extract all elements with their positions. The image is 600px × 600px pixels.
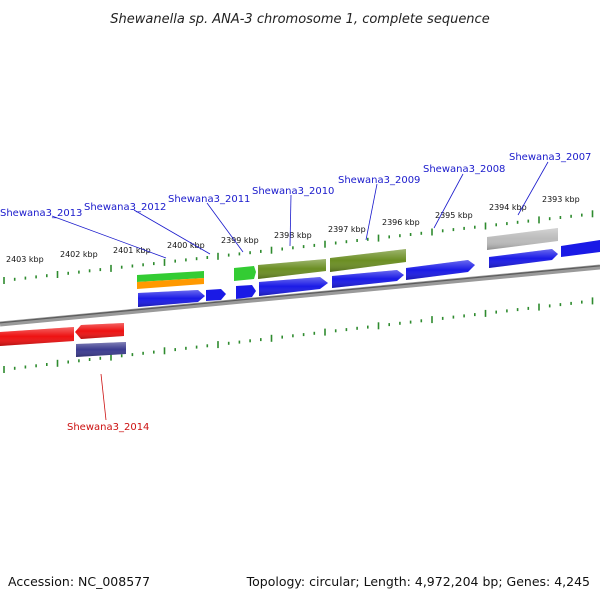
scale-label: 2395 kbp [435, 211, 473, 220]
cds-feature[interactable] [75, 323, 124, 339]
cds-feature[interactable] [236, 285, 256, 299]
gene-label[interactable]: Shewana3_2008 [423, 164, 505, 175]
gene-label[interactable]: Shewana3_2007 [509, 152, 591, 163]
backbone [0, 264, 600, 327]
scale-labels: 2403 kbp 2402 kbp 2401 kbp 2400 kbp 2399… [6, 195, 580, 264]
cds-feature[interactable] [487, 228, 558, 250]
gene-label[interactable]: Shewana3_2012 [84, 202, 166, 213]
map-title: Shewanella sp. ANA-3 chromosome 1, compl… [110, 12, 489, 27]
gene-label[interactable]: Shewana3_2013 [0, 208, 82, 219]
cds-feature[interactable] [206, 289, 226, 301]
summary-text: Topology: circular; Length: 4,972,204 bp… [246, 574, 590, 589]
scale-label: 2398 kbp [274, 231, 312, 240]
gene-labels: Shewana3_2013 Shewana3_2012 Shewana3_201… [0, 152, 591, 433]
scale-ticks-lower [3, 297, 594, 373]
cds-feature[interactable] [137, 278, 204, 289]
scale-label: 2394 kbp [489, 203, 527, 212]
scale-label: 2403 kbp [6, 255, 44, 264]
gene-label[interactable]: Shewana3_2014 [67, 422, 149, 433]
minus-strand-features [0, 323, 126, 357]
cds-feature[interactable] [406, 260, 475, 280]
scale-label: 2402 kbp [60, 250, 98, 259]
accession-text: Accession: NC_008577 [8, 574, 150, 589]
cds-feature[interactable] [258, 259, 326, 279]
cds-feature[interactable] [234, 266, 256, 281]
scale-label: 2397 kbp [328, 225, 366, 234]
cds-feature[interactable] [561, 240, 600, 257]
scale-label: 2399 kbp [221, 236, 259, 245]
cds-feature[interactable] [489, 249, 558, 268]
gene-label[interactable]: Shewana3_2011 [168, 194, 250, 205]
cds-feature[interactable] [0, 327, 74, 346]
scale-label: 2396 kbp [382, 218, 420, 227]
cds-feature[interactable] [330, 249, 406, 272]
cds-feature[interactable] [76, 342, 126, 357]
scale-label: 2393 kbp [542, 195, 580, 204]
scale-label: 2400 kbp [167, 241, 205, 250]
gene-label[interactable]: Shewana3_2009 [338, 175, 420, 186]
label-leaders [51, 161, 549, 421]
gene-label[interactable]: Shewana3_2010 [252, 186, 334, 197]
scale-ticks-upper [3, 210, 594, 284]
cds-feature[interactable] [137, 271, 204, 282]
scale-label: 2401 kbp [113, 246, 151, 255]
